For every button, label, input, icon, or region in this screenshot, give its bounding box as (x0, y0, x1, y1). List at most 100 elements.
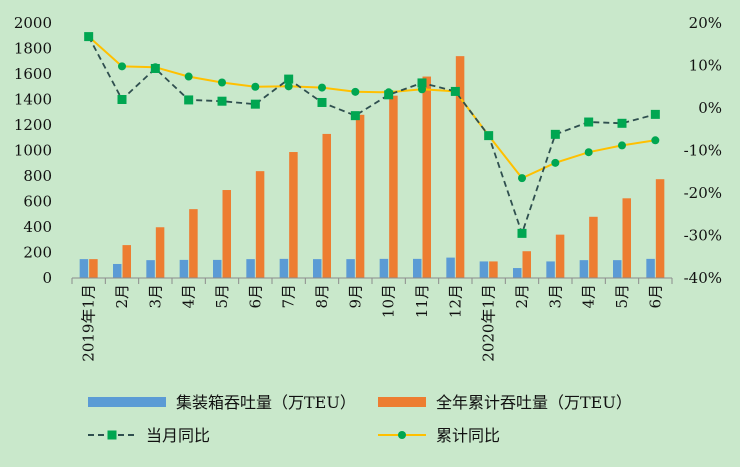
x-tick-label: 7月 (280, 284, 298, 309)
marker-cumulative-yoy (651, 136, 660, 145)
right-tick-label: 10% (689, 57, 722, 75)
bar-monthly-throughput (413, 258, 422, 278)
right-tick-label: 0% (698, 99, 722, 117)
legend: 集装箱吞吐量（万TEU） 全年累计吞吐量（万TEU） 当月同比 累计同比 (88, 393, 632, 445)
marker-monthly-yoy (550, 129, 560, 139)
left-tick-label: 2000 (14, 14, 52, 32)
bar-monthly-throughput (546, 261, 555, 278)
bar-monthly-throughput (79, 259, 89, 278)
marker-monthly-yoy (350, 111, 360, 121)
bar-monthly-throughput (479, 261, 489, 278)
bar-monthly-throughput (346, 259, 355, 278)
left-tick-label: 1200 (14, 116, 52, 134)
left-tick-label: 800 (23, 167, 52, 185)
x-tick-label: 6月 (646, 284, 664, 309)
right-tick-label: -10% (684, 142, 722, 160)
bar-cumulative-throughput (622, 198, 631, 278)
marker-cumulative-yoy (218, 78, 226, 87)
x-axis-labels: 2019年1月 2月 3月 4月 5月 6月 7月 8月 9月 10月 11月 12月 2020年1月 2… (80, 284, 665, 362)
legend-item-monthly-yoy[interactable]: 当月同比 (88, 426, 210, 445)
bar-monthly-throughput (513, 268, 522, 278)
x-tick-label: 9月 (346, 284, 364, 309)
x-tick-label: 4月 (180, 284, 198, 309)
legend-item-cumulative-throughput[interactable]: 全年累计吞吐量（万TEU） (378, 393, 632, 412)
bar-cumulative-throughput (655, 179, 665, 278)
x-tick-label: 2月 (513, 284, 531, 309)
x-tick-label: 3月 (546, 284, 564, 309)
bar-cumulative-throughput (589, 216, 598, 278)
bar-monthly-throughput (379, 258, 389, 278)
left-tick-label: 400 (23, 218, 52, 236)
bar-monthly-throughput (579, 260, 589, 278)
marker-monthly-yoy (217, 96, 227, 106)
x-tick-label: 12月 (446, 284, 464, 318)
bar-cumulative-throughput (389, 95, 398, 278)
x-tick-label: 10月 (380, 284, 398, 318)
marker-monthly-yoy (117, 95, 127, 104)
bar-monthly-throughput (213, 259, 222, 278)
bar-monthly-throughput (313, 259, 322, 278)
left-tick-label: 1800 (14, 40, 52, 58)
left-tick-label: 1600 (14, 65, 52, 83)
marker-cumulative-yoy (551, 158, 560, 167)
axis-lines (71, 277, 673, 284)
marker-monthly-yoy (517, 228, 527, 238)
marker-monthly-yoy (317, 97, 327, 107)
x-tick-label: 5月 (213, 284, 231, 309)
bar-monthly-throughput (113, 263, 122, 278)
left-axis-ticks: 0 200 400 600 800 1000 1200 1400 1600 1800 2000 (14, 14, 52, 287)
marker-cumulative-yoy (118, 62, 126, 71)
marker-cumulative-yoy (351, 87, 360, 96)
legend-swatch-monthly-throughput (88, 397, 166, 407)
bar-cumulative-throughput (489, 261, 498, 278)
legend-swatch-cumulative-throughput (378, 397, 426, 407)
legend-marker-cumulative-yoy (398, 431, 406, 439)
bar-monthly-throughput (646, 258, 655, 278)
marker-cumulative-yoy (618, 141, 626, 150)
marker-cumulative-yoy (518, 174, 526, 183)
bar-cumulative-throughput (155, 227, 165, 278)
left-tick-label: 200 (23, 244, 52, 262)
x-tick-label: 2020年1月 (480, 284, 498, 362)
marker-cumulative-yoy (184, 72, 193, 81)
legend-item-monthly-throughput[interactable]: 集装箱吞吐量（万TEU） (88, 393, 356, 412)
x-tick-label: 3月 (146, 284, 164, 309)
x-tick-label: 2019年1月 (80, 284, 98, 362)
bar-cumulative-throughput (255, 171, 265, 278)
marker-monthly-yoy (384, 90, 394, 100)
marker-monthly-yoy (484, 131, 494, 141)
legend-label-cumulative-throughput: 全年累计吞吐量（万TEU） (436, 393, 632, 412)
marker-cumulative-yoy (318, 83, 326, 92)
marker-cumulative-yoy (584, 148, 593, 157)
legend-item-cumulative-yoy[interactable]: 累计同比 (378, 426, 500, 445)
marker-monthly-yoy (284, 74, 294, 84)
right-tick-label: -20% (684, 184, 722, 202)
bar-monthly-throughput (279, 258, 289, 278)
marker-monthly-yoy (150, 63, 160, 73)
right-tick-label: 20% (689, 14, 722, 32)
marker-monthly-yoy (184, 95, 194, 105)
bar-series (79, 56, 665, 279)
bar-cumulative-throughput (555, 234, 565, 278)
marker-monthly-yoy (417, 78, 427, 88)
line-cumulative-yoy (88, 35, 656, 180)
right-tick-label: -30% (684, 227, 722, 245)
bar-monthly-throughput (179, 259, 189, 278)
marker-monthly-yoy (250, 99, 260, 109)
x-tick-label: 5月 (613, 284, 631, 309)
bar-cumulative-throughput (522, 251, 531, 278)
marker-monthly-yoy (450, 86, 460, 96)
left-tick-label: 1000 (14, 142, 52, 160)
x-tick-label: 2月 (113, 284, 131, 309)
bar-cumulative-throughput (189, 209, 198, 278)
bar-cumulative-throughput (322, 133, 331, 278)
legend-label-monthly-throughput: 集装箱吞吐量（万TEU） (176, 393, 356, 412)
marker-monthly-yoy (650, 109, 660, 119)
bar-cumulative-throughput (89, 259, 98, 278)
bar-monthly-throughput (146, 260, 155, 278)
x-tick-label: 11月 (413, 284, 431, 318)
bar-cumulative-throughput (122, 245, 131, 278)
x-tick-label: 8月 (313, 284, 331, 309)
legend-label-monthly-yoy: 当月同比 (146, 426, 210, 445)
